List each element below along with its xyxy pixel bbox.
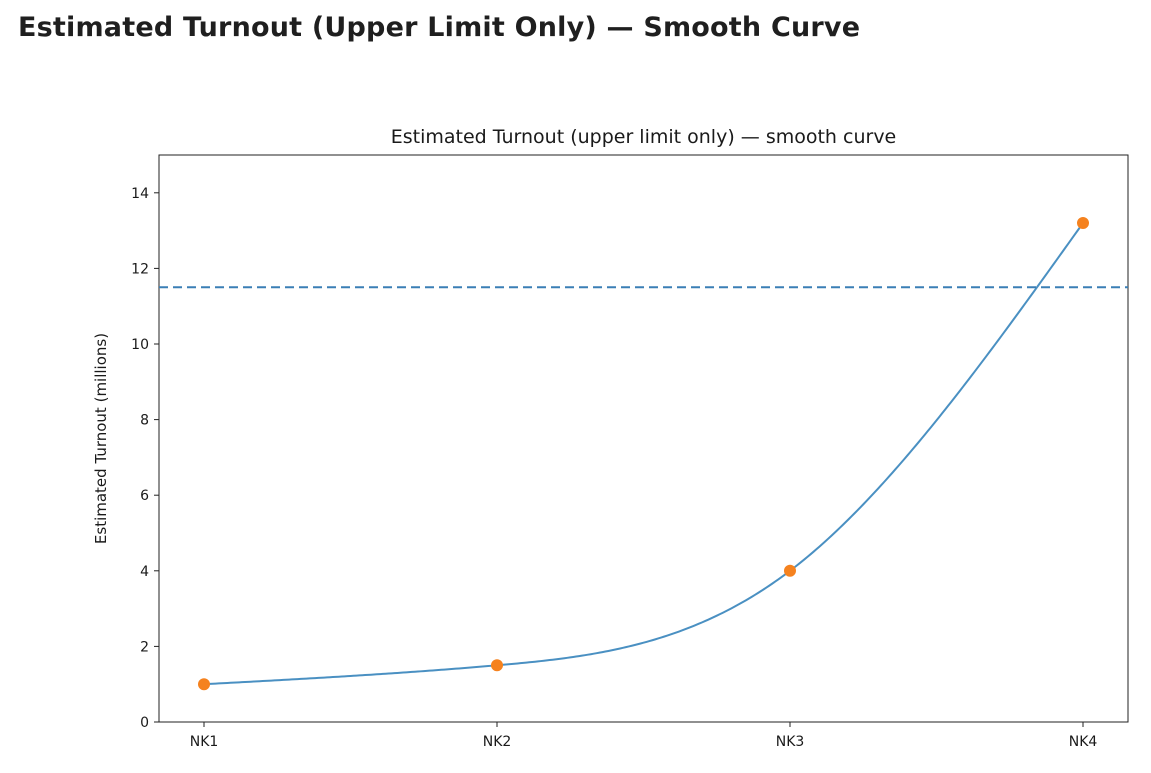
x-tick-label: NK1: [190, 734, 219, 750]
series-line: [203, 222, 1084, 686]
y-tick-label: 2: [140, 639, 149, 655]
data-point-marker: [198, 678, 210, 691]
y-tick-label: 4: [140, 564, 149, 580]
x-axis-ticks: NK1 NK2 NK3 NK4: [190, 722, 1098, 750]
data-point-marker: [784, 564, 796, 577]
y-tick-label: 10: [131, 337, 149, 353]
y-axis-ticks: 0 2 4 6 8 10 12 14: [131, 186, 159, 731]
y-tick-label: 0: [140, 715, 149, 731]
x-tick-label: NK4: [1069, 734, 1098, 750]
data-point-marker: [491, 659, 503, 672]
y-tick-label: 12: [131, 261, 149, 277]
plot-frame: [158, 154, 1129, 723]
markers-layer: [198, 217, 1089, 691]
x-tick-label: NK3: [776, 734, 805, 750]
y-tick-label: 6: [140, 488, 149, 504]
series-layer: [203, 222, 1084, 686]
page-heading: Estimated Turnout (Upper Limit Only) — S…: [18, 12, 861, 43]
y-axis-label: Estimated Turnout (millions): [92, 333, 110, 544]
x-tick-label: NK2: [483, 734, 512, 750]
plot-area: [158, 154, 1129, 723]
y-tick-label: 8: [140, 413, 149, 429]
y-tick-label: 14: [131, 186, 149, 202]
chart-title: Estimated Turnout (upper limit only) — s…: [391, 126, 897, 148]
data-point-marker: [1077, 217, 1089, 230]
